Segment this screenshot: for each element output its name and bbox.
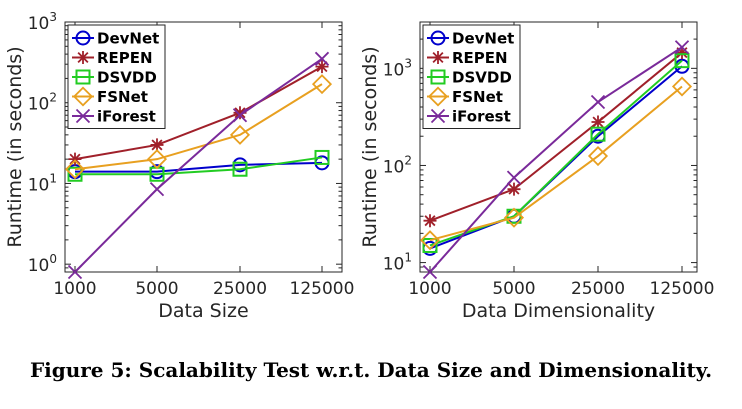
data-point-iforest bbox=[149, 182, 165, 197]
x-axis-label: Data Dimensionality bbox=[462, 300, 655, 322]
y-tick-label: 101 bbox=[28, 171, 57, 195]
data-point-iforest bbox=[506, 170, 522, 185]
data-point-fsnet bbox=[671, 76, 693, 97]
series-line-repen bbox=[429, 51, 683, 222]
legend-marker-fsnet bbox=[72, 86, 94, 107]
data-point-iforest bbox=[674, 40, 690, 55]
y-tick-label: 100 bbox=[28, 252, 57, 276]
legend-marker-iforest bbox=[75, 108, 91, 124]
data-point-fsnet bbox=[587, 146, 609, 167]
data-point-repen bbox=[150, 138, 164, 152]
legend-label-fsnet: FSNet bbox=[97, 88, 148, 106]
x-tick-label: 125000 bbox=[650, 279, 715, 299]
legend-marker-repen bbox=[431, 51, 445, 64]
legend-label-repen: REPEN bbox=[452, 49, 508, 67]
legend-marker-devnet bbox=[75, 30, 91, 46]
data-point-iforest bbox=[422, 264, 438, 280]
x-tick-label: 125000 bbox=[290, 279, 355, 299]
x-tick-label: 5000 bbox=[492, 279, 535, 299]
data-point-fsnet bbox=[64, 159, 86, 180]
series-line-fsnet bbox=[74, 83, 323, 171]
x-tick-label: 1000 bbox=[53, 279, 96, 299]
data-point-fsnet bbox=[229, 124, 251, 145]
figure-caption: Figure 5: Scalability Test w.r.t. Data S… bbox=[29, 358, 713, 382]
legend-label-dsvdd: DSVDD bbox=[452, 69, 512, 87]
data-point-iforest bbox=[590, 94, 606, 110]
x-tick-label: 25000 bbox=[213, 279, 267, 299]
axes-frame bbox=[64, 21, 343, 273]
series-line-fsnet bbox=[429, 85, 683, 242]
chart-panel-1: 100 101 102 103 1000 5000 25000 125000 Data Size… bbox=[4, 10, 354, 322]
axes-frame bbox=[419, 21, 698, 273]
y-axis-label: Runtime (in seconds) bbox=[4, 46, 26, 247]
data-point-fsnet bbox=[146, 149, 168, 170]
x-tick-label: 5000 bbox=[135, 279, 178, 299]
y-axis-label: Runtime (in seconds) bbox=[359, 46, 381, 247]
legend-marker-repen bbox=[76, 51, 90, 64]
data-point-repen bbox=[591, 115, 605, 129]
data-point-repen bbox=[507, 182, 521, 196]
legend-label-fsnet: FSNet bbox=[452, 88, 503, 106]
data-point-repen bbox=[233, 106, 247, 120]
legend-label-repen: REPEN bbox=[97, 49, 153, 67]
legend-label-devnet: DevNet bbox=[452, 30, 514, 48]
data-point-fsnet bbox=[419, 230, 441, 251]
legend-marker-iforest bbox=[430, 108, 446, 124]
legend-label-dsvdd: DSVDD bbox=[97, 69, 157, 87]
data-point-repen bbox=[675, 46, 689, 60]
x-axis-label: Data Size bbox=[158, 300, 248, 322]
data-point-repen bbox=[315, 60, 329, 74]
legend-label-iforest: iForest bbox=[452, 108, 511, 126]
data-point-fsnet bbox=[311, 74, 333, 95]
series-line-iforest bbox=[429, 46, 683, 273]
y-tick-label: 102 bbox=[28, 91, 57, 115]
x-tick-label: 1000 bbox=[408, 279, 451, 299]
data-point-dsvdd bbox=[590, 126, 606, 142]
y-tick-label: 103 bbox=[28, 10, 57, 34]
y-tick-label: 103 bbox=[383, 56, 412, 80]
series-line-dsvdd bbox=[429, 59, 683, 247]
data-point-fsnet bbox=[503, 207, 525, 228]
data-point-iforest bbox=[67, 264, 83, 280]
series-line-repen bbox=[74, 65, 323, 161]
data-point-dsvdd bbox=[422, 237, 438, 253]
series-line-dsvdd bbox=[75, 156, 323, 176]
x-tick-label: 25000 bbox=[571, 279, 625, 299]
series-line-iforest bbox=[74, 57, 323, 273]
data-point-dsvdd bbox=[314, 149, 330, 165]
figure: 100 101 102 103 1000 5000 25000 125000 Data Size… bbox=[4, 10, 715, 322]
legend-label-devnet: DevNet bbox=[97, 30, 159, 48]
data-point-dsvdd bbox=[232, 161, 248, 177]
legend-marker-dsvdd bbox=[430, 69, 446, 85]
legend-marker-dsvdd bbox=[75, 69, 91, 85]
legend-label-iforest: iForest bbox=[97, 108, 156, 126]
data-point-dsvdd bbox=[674, 53, 690, 69]
data-point-repen bbox=[423, 214, 437, 228]
data-point-repen bbox=[68, 152, 82, 166]
data-point-iforest bbox=[232, 108, 248, 123]
data-point-dsvdd bbox=[67, 166, 83, 182]
data-point-iforest bbox=[314, 51, 330, 66]
y-tick-label: 102 bbox=[383, 153, 412, 177]
y-tick-label: 101 bbox=[383, 251, 412, 275]
legend-marker-fsnet bbox=[427, 86, 449, 107]
legend-marker-devnet bbox=[430, 30, 446, 46]
